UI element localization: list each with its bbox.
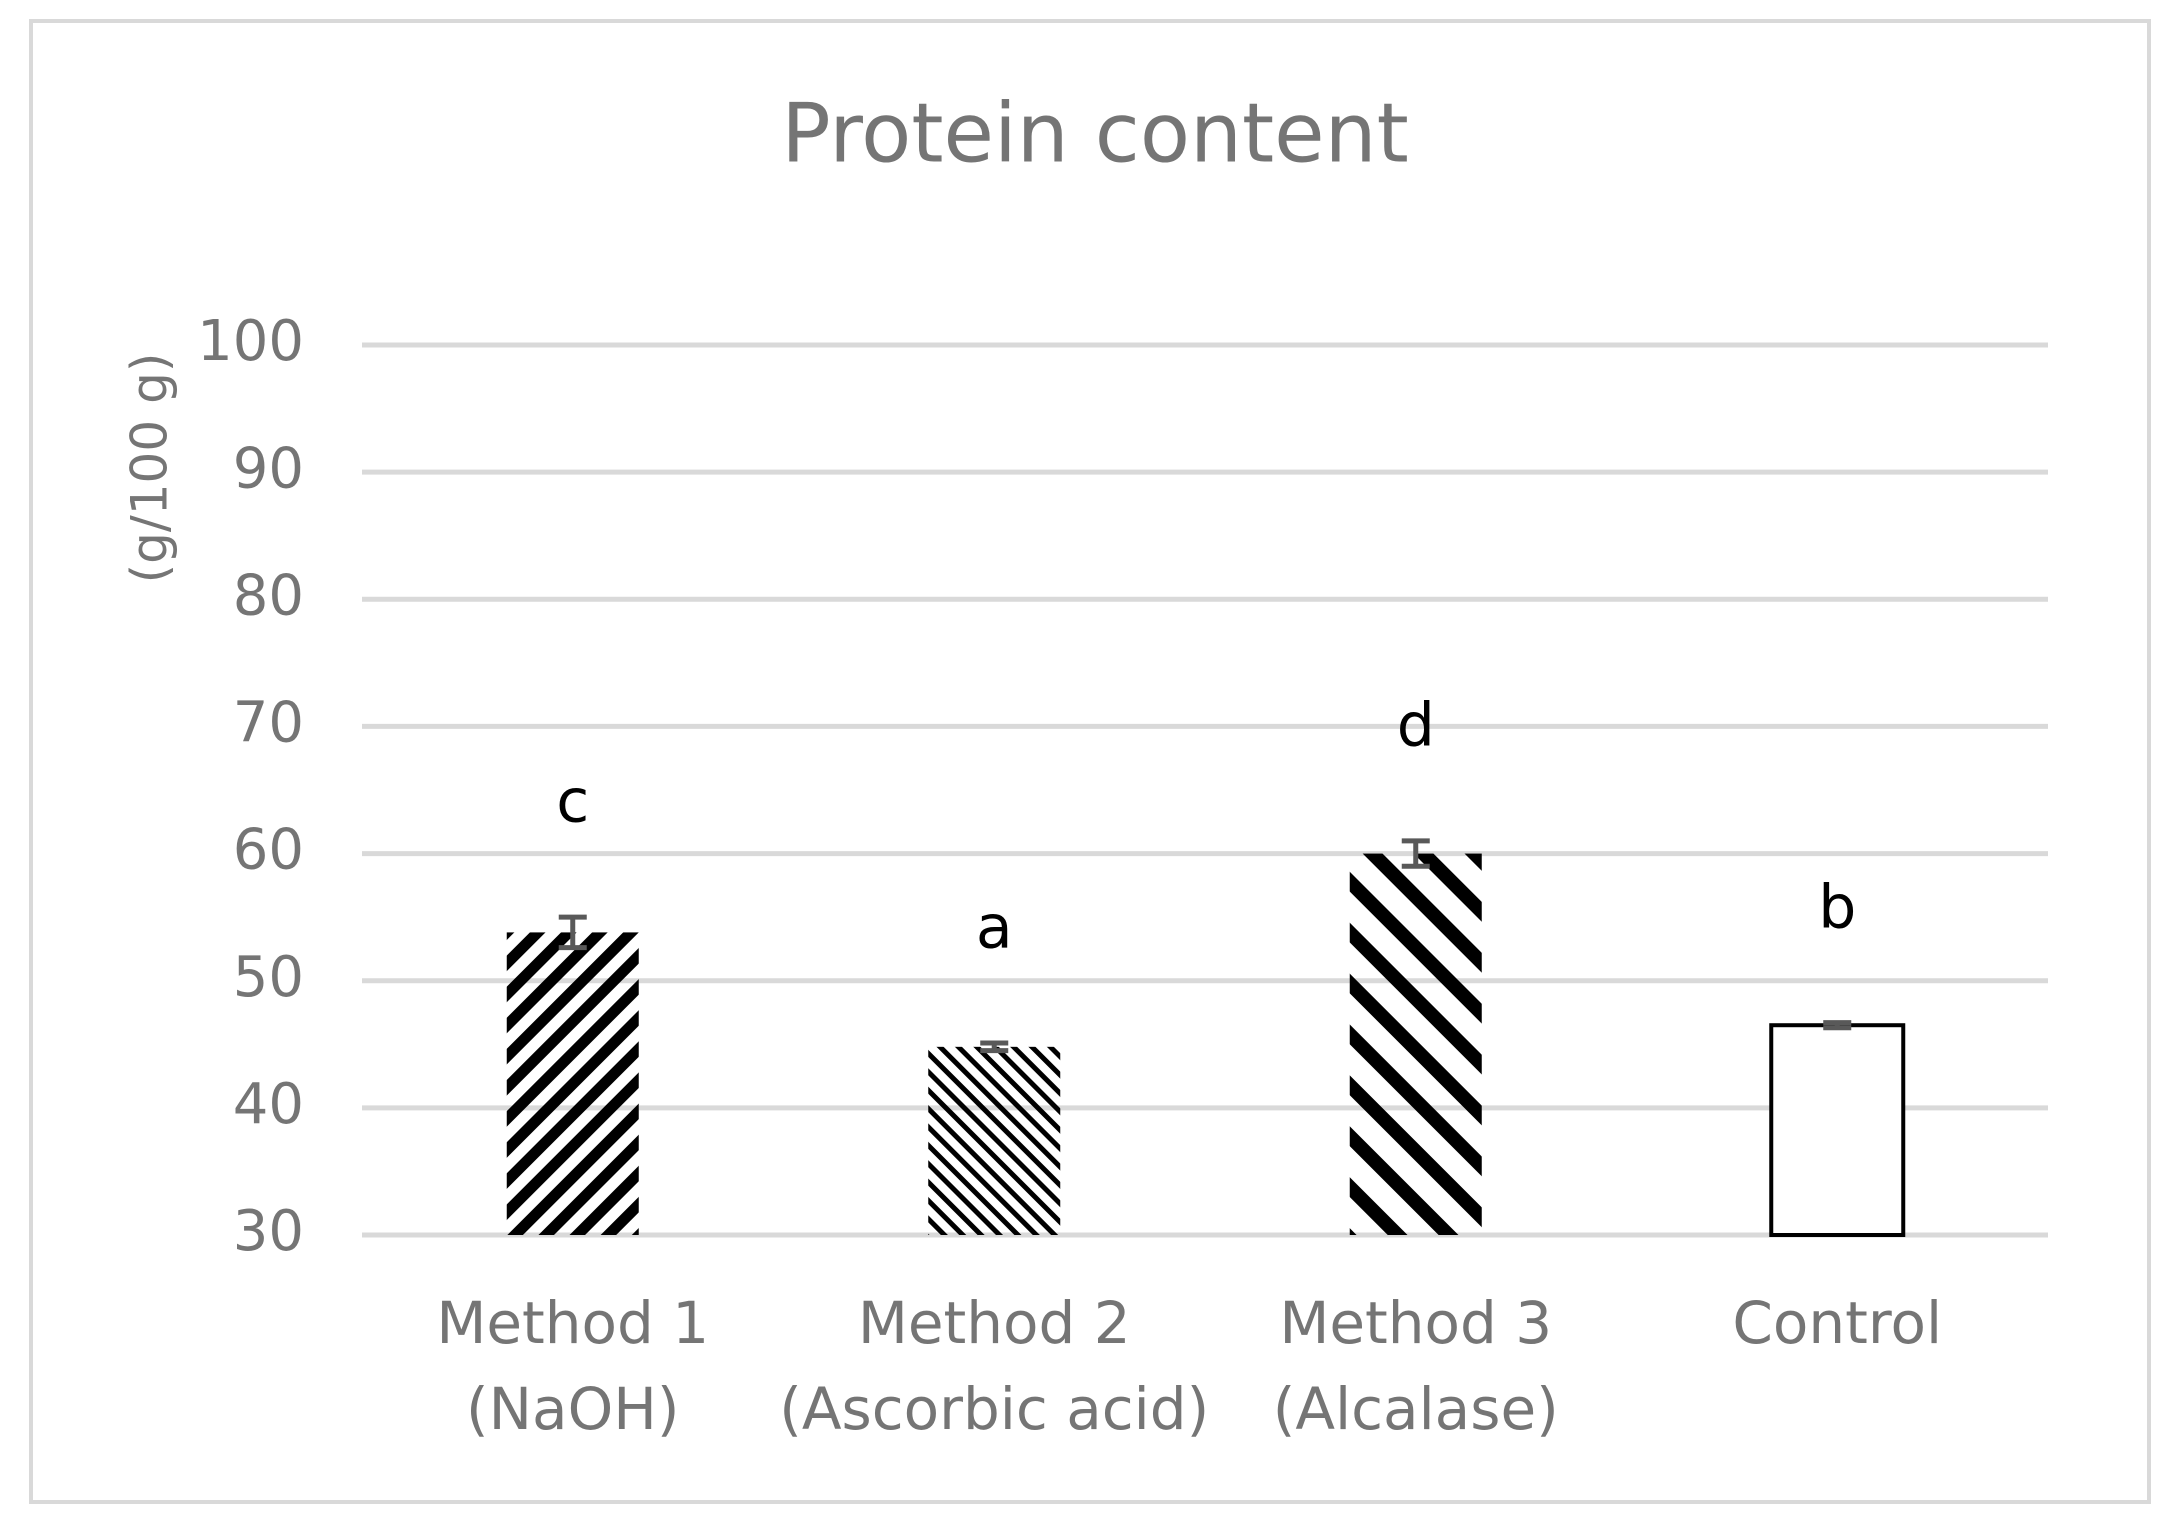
chart-border [29, 19, 2151, 1504]
x-tick-label-line: Method 1 [436, 1289, 709, 1357]
x-tick-label-line: (Ascorbic acid) [779, 1375, 1209, 1443]
y-tick-label: 30 [233, 1199, 304, 1264]
y-tick-label: 60 [233, 818, 304, 883]
x-tick-label: Method 2 (Ascorbic acid) [779, 1289, 1209, 1443]
x-tick-label-line: (Alcalase) [1273, 1375, 1559, 1443]
annotation: b [1818, 872, 1856, 942]
y-tick-label: 50 [233, 945, 304, 1010]
y-tick-label: 80 [233, 563, 304, 628]
y-tick-label: 40 [233, 1072, 304, 1137]
annotation: d [1397, 690, 1435, 760]
x-tick-label: Method 3 (Alcalase) [1273, 1289, 1559, 1443]
chart-title: Protein content [781, 86, 1408, 181]
x-tick-label-line: (NaOH) [466, 1375, 679, 1443]
annotation: c [556, 767, 589, 837]
y-tick-label: 70 [233, 691, 304, 756]
y-tick-label: 100 [197, 309, 304, 374]
bar [928, 1046, 1061, 1235]
annotation: a [976, 893, 1013, 963]
bar [1769, 1023, 1906, 1237]
y-tick-label: 90 [233, 436, 304, 501]
x-tick-label-line: Method 3 [1279, 1289, 1552, 1357]
bar [506, 932, 639, 1235]
x-tick-label: Method 1 (NaOH) [436, 1289, 709, 1443]
bar [1349, 853, 1482, 1235]
y-axis-label: (g/100 g) [121, 353, 179, 584]
x-tick-label: Control [1732, 1289, 1942, 1357]
x-tick-label-line: Method 2 [858, 1289, 1131, 1357]
